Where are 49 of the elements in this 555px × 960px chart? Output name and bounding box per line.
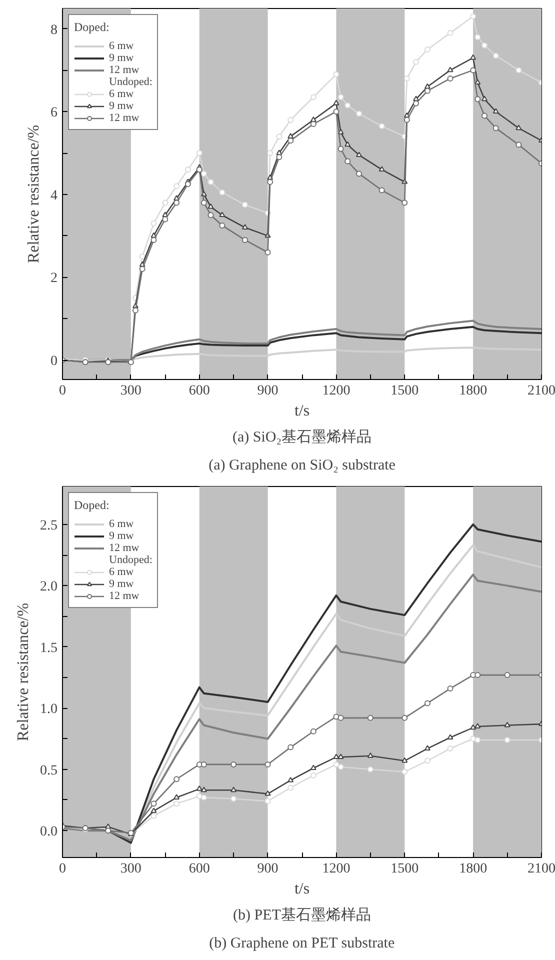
- x-tick-label: 2100: [528, 862, 555, 876]
- y-axis-title: Relative resistance/%: [26, 124, 42, 264]
- y-tick-label: 1.5: [40, 640, 58, 656]
- x-axis-title: t/s: [294, 402, 310, 420]
- text: (b) Graphene on PET substrate: [209, 936, 395, 952]
- y-tick-label: 0: [50, 354, 58, 370]
- y-axis-title: Relative resistance/%: [15, 602, 32, 742]
- x-tick-label: 1500: [390, 384, 419, 398]
- legend-title: Doped:: [74, 20, 110, 35]
- x-tick-label: 1800: [459, 862, 488, 876]
- legend-label: 12 mw: [109, 542, 140, 554]
- legend-label: 6 mw: [109, 88, 134, 100]
- legend-label: 9 mw: [109, 100, 134, 112]
- y-tick-label: 0.0: [40, 824, 58, 840]
- annotation: Undoped:: [109, 76, 152, 88]
- y-tick-label: 4: [50, 188, 58, 204]
- x-tick-label: 900: [257, 384, 278, 398]
- x-axis-title: t/s: [294, 880, 310, 898]
- text: (a) SiO₂基石墨烯样品: [232, 428, 372, 446]
- x-tick-label: 1800: [459, 384, 488, 398]
- annotation: Undoped:: [109, 554, 152, 566]
- y-tick-label: 2.0: [40, 580, 58, 595]
- x-tick-label: 900: [257, 862, 278, 876]
- legend-label: 12 mw: [109, 64, 140, 76]
- x-tick-label: 600: [188, 862, 210, 876]
- legend-label: 9 mw: [109, 52, 134, 64]
- y-tick-label: 1.0: [40, 702, 58, 718]
- legend-label: 6 mw: [109, 518, 134, 530]
- legend-label: 6 mw: [109, 566, 134, 578]
- text: (a) Graphene on SiO₂ substrate: [208, 458, 396, 474]
- legend-label: 12 mw: [109, 590, 140, 602]
- y-tick-label: 6: [50, 106, 58, 121]
- legend-label: 12 mw: [109, 112, 140, 124]
- legend-label: 9 mw: [109, 530, 134, 542]
- x-tick-label: 600: [188, 384, 210, 398]
- legend-label: 6 mw: [109, 40, 134, 52]
- y-tick-label: 0.5: [40, 763, 58, 778]
- legend-title: Doped:: [74, 498, 110, 513]
- x-tick-label: 1200: [322, 862, 350, 876]
- x-tick-label: 1500: [390, 862, 419, 876]
- x-tick-label: 2100: [528, 384, 555, 398]
- y-tick-label: 8: [50, 22, 58, 38]
- text: (b) PET基石墨烯样品: [233, 906, 371, 924]
- x-tick-label: 1200: [322, 384, 350, 398]
- y-tick-label: 2: [50, 271, 58, 286]
- legend-label: 9 mw: [109, 578, 134, 590]
- x-tick-label: 300: [120, 384, 142, 398]
- x-tick-label: 300: [120, 862, 142, 876]
- y-tick-label: 2.5: [40, 518, 58, 534]
